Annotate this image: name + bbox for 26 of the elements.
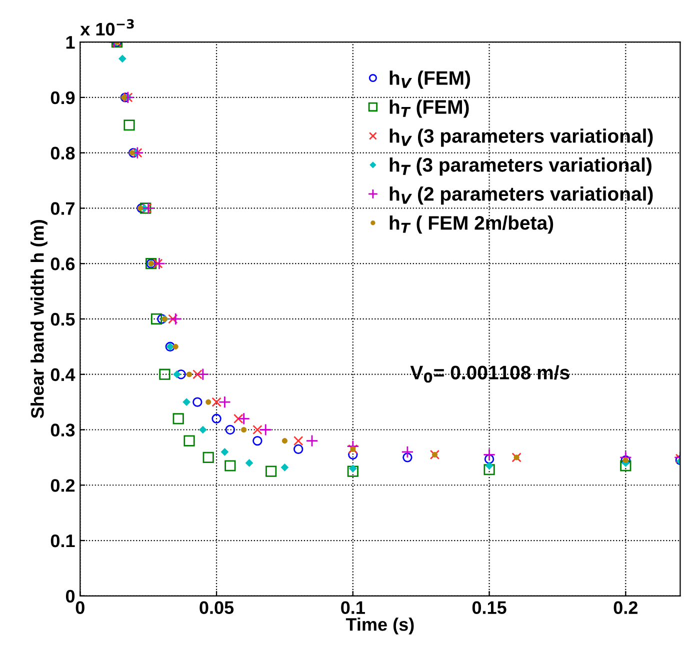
y-tick-label: 0.7 xyxy=(50,202,74,215)
annotation: V$_{0}$= 0.001108 m/s xyxy=(410,365,570,383)
y-tick-label: 0.6 xyxy=(50,258,75,270)
y-tick-label: 1 xyxy=(66,36,75,49)
y-tick-label: 0.3 xyxy=(50,424,75,436)
x-tick-label: 0.15 xyxy=(472,601,506,614)
legend-label: h$_{V}$ (2 parameters variational) xyxy=(390,186,653,205)
text: x 10$^{−3}$ xyxy=(80,19,134,36)
y-tick-label: 0.8 xyxy=(50,146,75,160)
legend-label: h$_{V}$ (3 parameters variational) xyxy=(390,128,653,147)
y-tick-label: 0 xyxy=(66,590,75,603)
x-tick-label: 0 xyxy=(76,601,84,614)
y-tick-label: 0.5 xyxy=(50,312,75,326)
x-tick-label: 0.1 xyxy=(341,601,365,614)
y-tick-label: 0.9 xyxy=(50,91,75,104)
legend-label: h$_{T}$ ( FEM 2m/beta) xyxy=(390,215,554,234)
y-tick-label: 0.2 xyxy=(50,479,75,492)
x-axis-title: Time (s) xyxy=(346,618,414,634)
legend-label: h$_{T}$ (3 parameters variational) xyxy=(390,158,652,176)
legend-label: h$_{T}$ (FEM) xyxy=(390,100,469,118)
y-axis-title: Shear band width h (m) xyxy=(30,220,48,418)
legend-label: h$_{V}$ (FEM) xyxy=(390,70,470,89)
y-tick-label: 0.1 xyxy=(50,534,75,548)
x-tick-label: 0.2 xyxy=(614,601,638,614)
y-tick-label: 0.4 xyxy=(50,368,76,382)
x-tick-label: 0.05 xyxy=(200,601,234,614)
